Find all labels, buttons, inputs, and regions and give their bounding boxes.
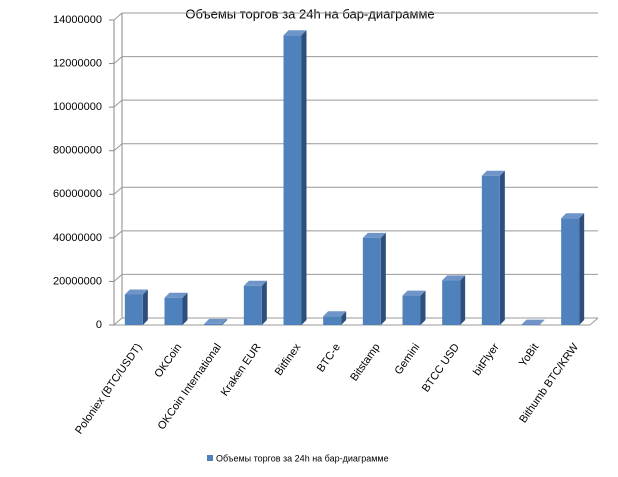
legend-swatch <box>207 455 213 461</box>
bar-top <box>521 319 545 325</box>
bar <box>362 237 381 325</box>
bar-side <box>420 290 426 325</box>
bar-side <box>182 292 188 325</box>
bar-side <box>460 275 466 325</box>
bar <box>323 316 342 325</box>
grid-slant <box>113 230 123 239</box>
bar-top <box>402 290 426 296</box>
bar <box>164 297 183 325</box>
bar <box>481 175 500 325</box>
bar-top <box>481 170 505 176</box>
bar <box>283 35 302 325</box>
bar-side <box>261 280 267 325</box>
bar-top <box>561 213 585 219</box>
bar <box>124 294 143 325</box>
y-tick-label: 60000000 <box>53 188 102 200</box>
bar-side <box>301 30 307 325</box>
bar-top <box>362 232 386 238</box>
bar-side <box>579 213 585 325</box>
bar <box>561 218 580 325</box>
bar-top <box>283 30 307 36</box>
y-tick-label: 10000000 <box>53 101 102 113</box>
bar-side <box>539 319 545 325</box>
grid-slant <box>113 317 123 326</box>
y-tick-label: 20000000 <box>53 275 102 287</box>
bar-side <box>341 311 347 325</box>
y-tick-label: 0 <box>96 319 102 331</box>
grid-slant <box>113 56 123 64</box>
bar-side <box>222 318 228 325</box>
y-tick-label: 40000000 <box>53 232 102 244</box>
grid-slant <box>113 186 123 195</box>
bar <box>402 295 421 325</box>
floor-right <box>589 317 599 326</box>
y-tick-label: 12000000 <box>53 57 102 69</box>
bar-top <box>124 289 148 295</box>
grid-slant <box>113 12 123 21</box>
bar-top <box>204 318 228 324</box>
bar-top <box>164 292 188 298</box>
chart-title: Объемы торгов за 24h на бар-диаграмме <box>185 6 434 21</box>
bar <box>204 323 223 325</box>
grid-slant <box>113 99 123 108</box>
bar-side <box>499 170 505 325</box>
bar <box>442 280 461 325</box>
bar <box>243 285 262 325</box>
bar-top <box>243 280 267 286</box>
y-tick-label: 14000000 <box>53 14 102 26</box>
bar-side <box>142 289 148 325</box>
grid-slant <box>113 143 123 152</box>
bar-side <box>380 232 386 325</box>
bar <box>521 324 540 326</box>
grid-slant <box>113 274 123 282</box>
y-tick-label: 80000000 <box>53 145 102 157</box>
bar-top <box>442 275 466 281</box>
legend-label: Объемы торгов за 24h на бар-диаграмме <box>216 453 389 463</box>
bar-top <box>323 311 347 317</box>
